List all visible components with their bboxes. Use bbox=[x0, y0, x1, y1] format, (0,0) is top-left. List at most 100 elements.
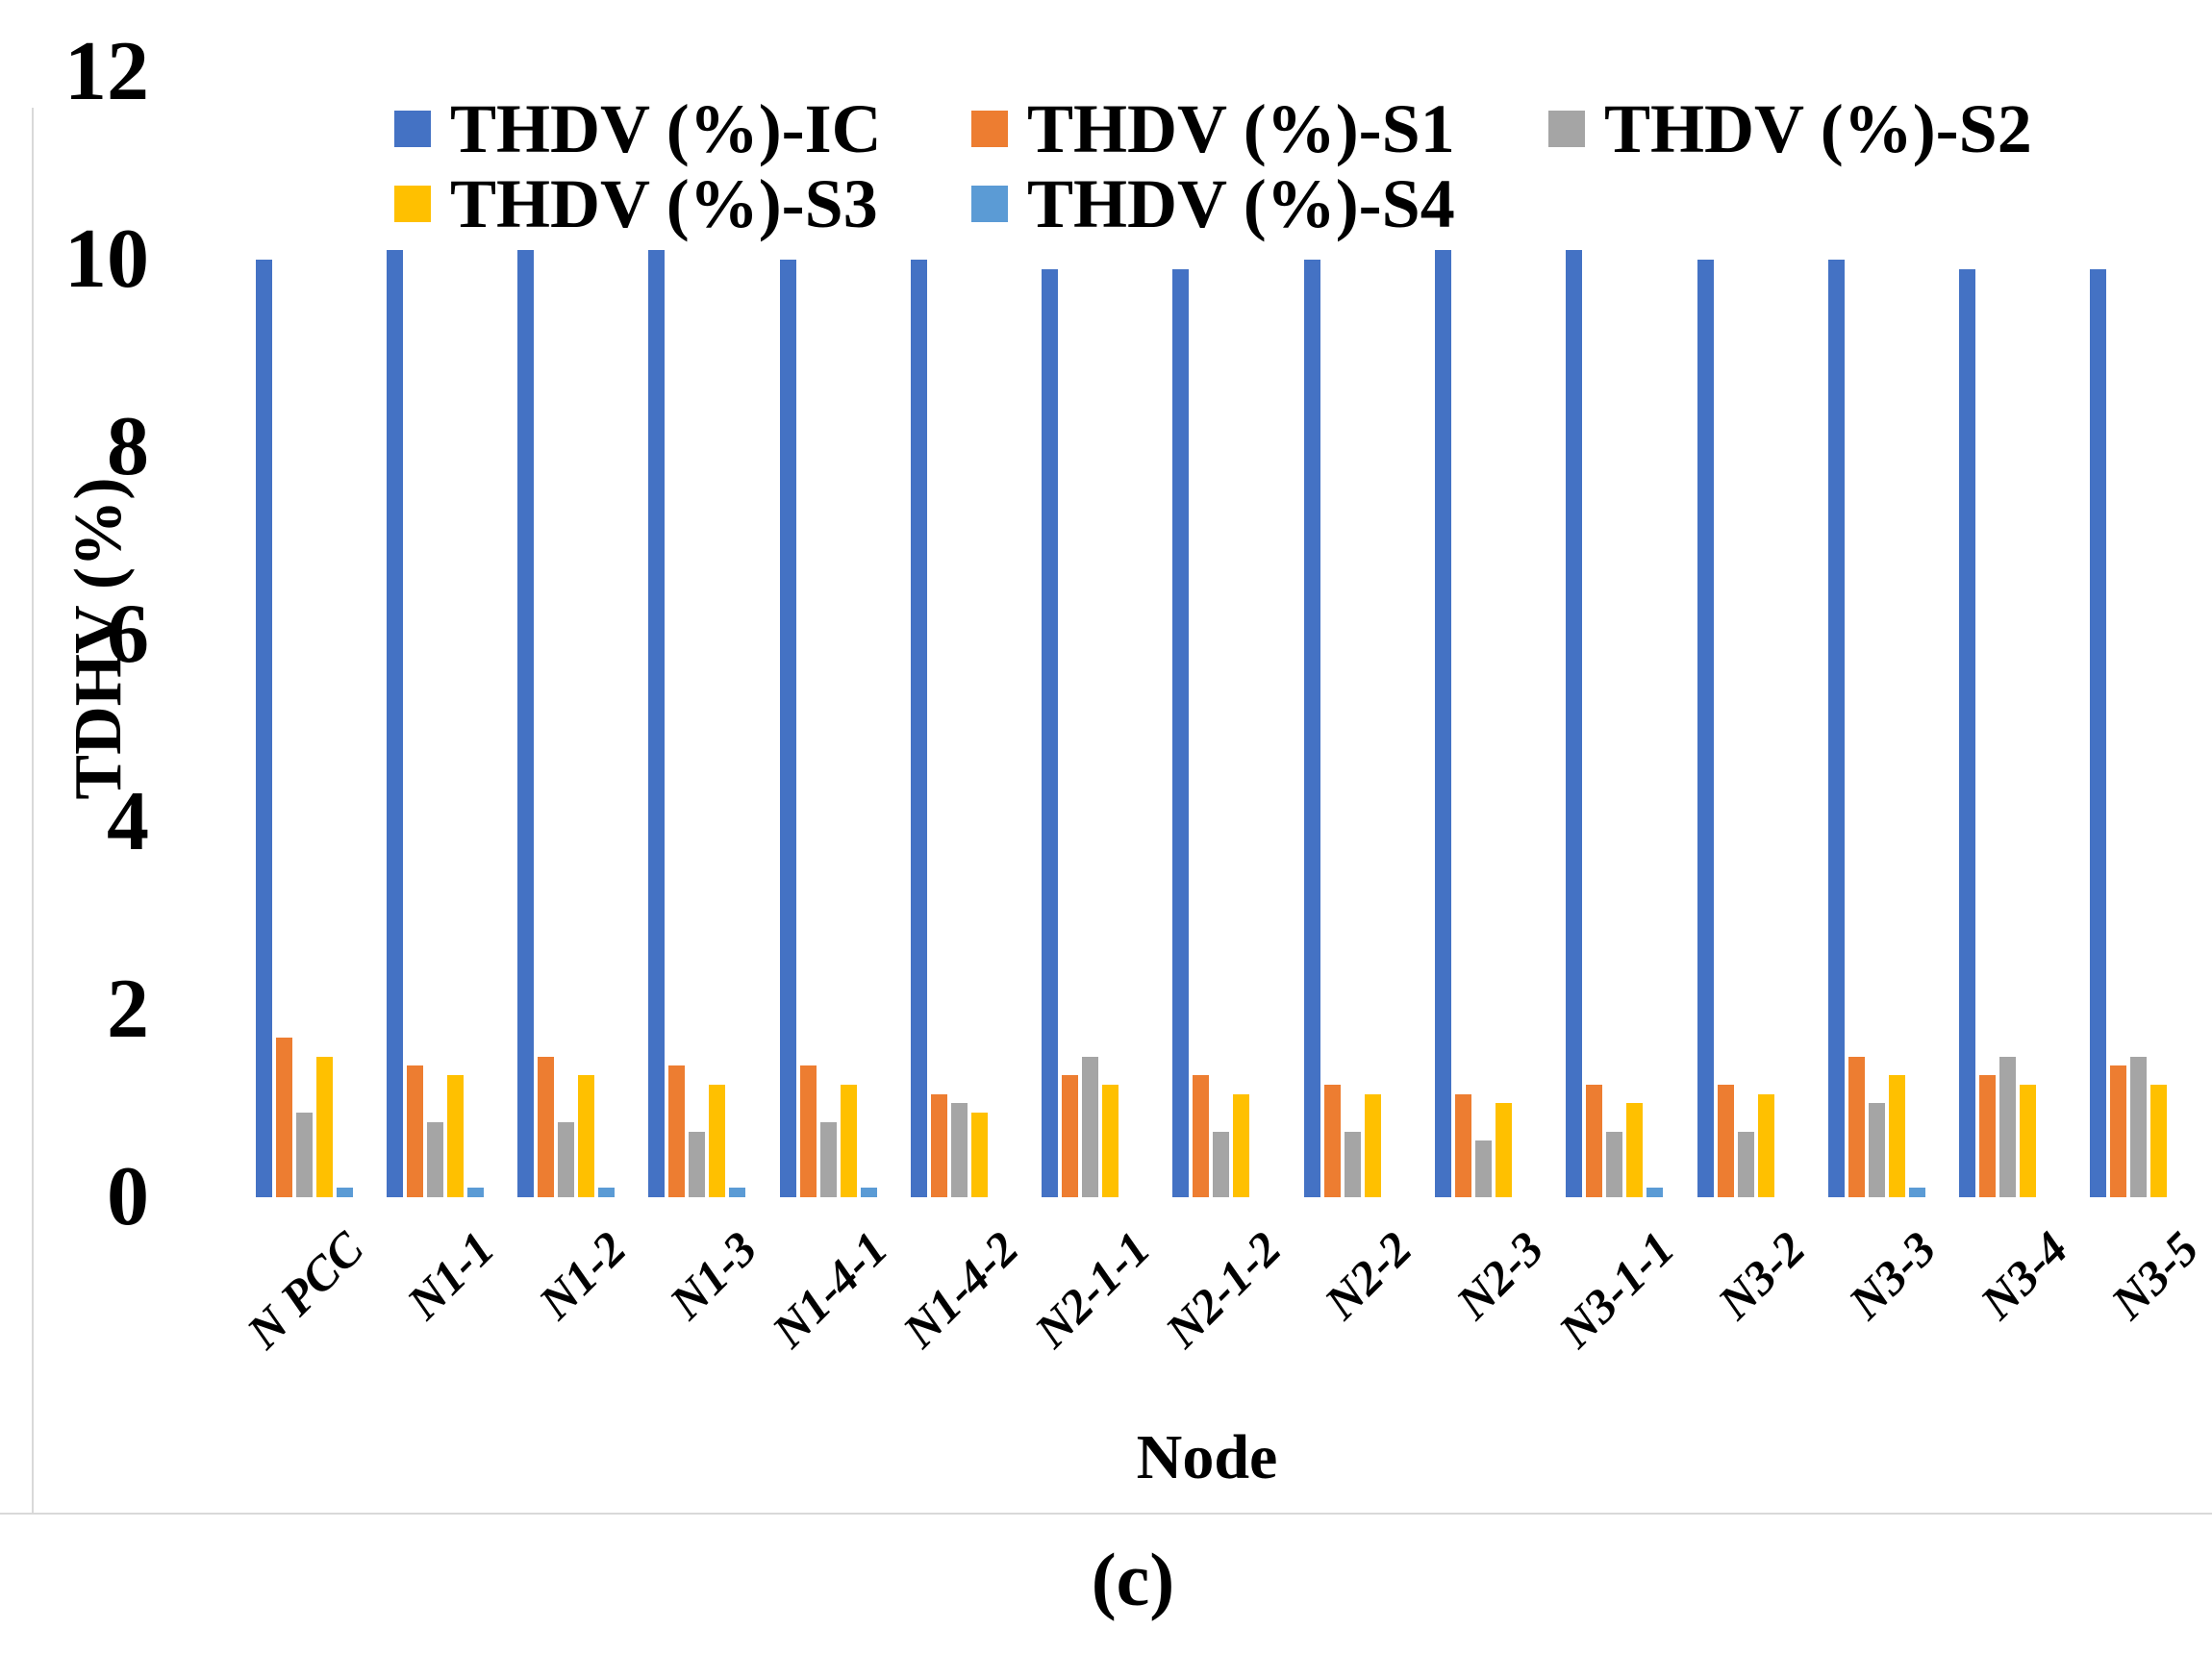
x-tick-label: N3-4 bbox=[1969, 1220, 2078, 1330]
bar-s1 bbox=[1979, 1075, 1997, 1197]
bar-ic bbox=[255, 260, 272, 1197]
bar-s2 bbox=[950, 1103, 968, 1197]
legend-swatch-icon bbox=[971, 186, 1008, 222]
plot-area bbox=[239, 72, 2204, 1197]
y-tick-label: 2 bbox=[107, 963, 149, 1056]
bar-s2 bbox=[689, 1132, 706, 1197]
bar-ic bbox=[1435, 250, 1452, 1197]
bar-ic bbox=[648, 250, 666, 1197]
bar-s3 bbox=[970, 1113, 988, 1197]
bar-ic bbox=[1827, 260, 1845, 1197]
bar-ic bbox=[1042, 269, 1059, 1197]
bar-s3 bbox=[1496, 1103, 1513, 1197]
bar-s4 bbox=[1646, 1188, 1664, 1197]
bar-group-n2-1-2 bbox=[1156, 72, 1287, 1197]
bar-s3 bbox=[840, 1085, 857, 1197]
bar-s2 bbox=[1737, 1132, 1754, 1197]
bar-ic bbox=[1303, 260, 1320, 1197]
bar-s2 bbox=[1213, 1132, 1230, 1197]
bar-group-n1-4-2 bbox=[893, 72, 1024, 1197]
bar-s3 bbox=[1102, 1085, 1119, 1197]
legend-item-s2: THDV (%)-S2 bbox=[1548, 94, 2032, 163]
bar-s1 bbox=[1455, 1094, 1472, 1197]
bar-s3 bbox=[1233, 1094, 1250, 1197]
legend-item-s4: THDV (%)-S4 bbox=[971, 169, 1455, 238]
bar-ic bbox=[1566, 250, 1583, 1197]
bar-s3 bbox=[446, 1075, 464, 1197]
bar-ic bbox=[1959, 269, 1976, 1197]
bar-group-n3-2 bbox=[1680, 72, 1811, 1197]
bar-s2 bbox=[1868, 1103, 1885, 1197]
bar-s4 bbox=[336, 1188, 353, 1197]
bar-s1 bbox=[1848, 1057, 1865, 1197]
legend-label: THDV (%)-IC bbox=[450, 90, 882, 167]
bar-s1 bbox=[1717, 1085, 1734, 1197]
x-axis-title: Node bbox=[1136, 1422, 1278, 1492]
legend-label: THDV (%)-S3 bbox=[450, 165, 878, 242]
bar-s4 bbox=[598, 1188, 616, 1197]
bar-s3 bbox=[315, 1057, 333, 1197]
bar-ic bbox=[386, 250, 403, 1197]
bar-s4 bbox=[860, 1188, 877, 1197]
bar-ic bbox=[1172, 269, 1190, 1197]
bar-s3 bbox=[578, 1075, 595, 1197]
legend-swatch-icon bbox=[971, 111, 1008, 147]
bar-s1 bbox=[538, 1057, 555, 1197]
bar-s1 bbox=[275, 1038, 292, 1197]
bar-group-n3-3 bbox=[1811, 72, 1942, 1197]
bar-group-n1-2 bbox=[501, 72, 632, 1197]
bar-s2 bbox=[1999, 1057, 2017, 1197]
page-left-rule bbox=[32, 108, 34, 1513]
figure-caption: (c) bbox=[1091, 1538, 1175, 1621]
y-tick-label: 0 bbox=[107, 1150, 149, 1243]
bar-ic bbox=[1697, 260, 1714, 1197]
bar-s1 bbox=[1062, 1075, 1079, 1197]
bar-s3 bbox=[1626, 1103, 1644, 1197]
bar-ic bbox=[910, 260, 927, 1197]
bar-s2 bbox=[295, 1113, 313, 1197]
bar-group-n2-2 bbox=[1287, 72, 1418, 1197]
legend-item-s3: THDV (%)-S3 bbox=[394, 169, 878, 238]
y-tick-label: 4 bbox=[107, 775, 149, 868]
bar-group-n1-3 bbox=[632, 72, 763, 1197]
legend-item-s1: THDV (%)-S1 bbox=[971, 94, 1455, 163]
bar-ic bbox=[517, 250, 535, 1197]
bar-s2 bbox=[1344, 1132, 1361, 1197]
y-tick-label: 8 bbox=[107, 400, 149, 493]
x-tick-label: N1-1 bbox=[396, 1220, 505, 1330]
legend-swatch-icon bbox=[394, 186, 431, 222]
x-tick-label: N1-4-1 bbox=[761, 1220, 898, 1358]
bar-s3 bbox=[2150, 1085, 2168, 1197]
caption-divider-rule bbox=[0, 1513, 2212, 1515]
bar-s1 bbox=[1586, 1085, 1603, 1197]
bar-s4 bbox=[466, 1188, 484, 1197]
legend-label: THDV (%)-S1 bbox=[1027, 90, 1455, 167]
bar-s3 bbox=[1364, 1094, 1381, 1197]
bar-s1 bbox=[799, 1065, 817, 1197]
bar-s2 bbox=[1475, 1140, 1493, 1197]
bar-s2 bbox=[1606, 1132, 1623, 1197]
legend-swatch-icon bbox=[394, 111, 431, 147]
x-tick-label: N3-3 bbox=[1838, 1220, 1947, 1330]
y-tick-label: 6 bbox=[107, 588, 149, 681]
x-tick-label: N1-2 bbox=[527, 1220, 637, 1330]
legend-label: THDV (%)-S2 bbox=[1604, 90, 2032, 167]
bar-group-n3-5 bbox=[2074, 72, 2204, 1197]
bar-s2 bbox=[558, 1122, 575, 1197]
bar-s1 bbox=[1193, 1075, 1210, 1197]
bar-s2 bbox=[1082, 1057, 1099, 1197]
bar-s1 bbox=[930, 1094, 947, 1197]
bar-group-n2-3 bbox=[1418, 72, 1548, 1197]
bar-ic bbox=[2090, 269, 2107, 1197]
bar-s2 bbox=[2130, 1057, 2148, 1197]
bar-s1 bbox=[668, 1065, 686, 1197]
y-tick-label: 10 bbox=[64, 213, 149, 306]
bar-group-n3-1-1 bbox=[1549, 72, 1680, 1197]
bar-s4 bbox=[729, 1188, 746, 1197]
bar-s3 bbox=[2020, 1085, 2037, 1197]
bar-s2 bbox=[426, 1122, 443, 1197]
legend-item-ic: THDV (%)-IC bbox=[394, 94, 882, 163]
bar-s3 bbox=[1888, 1075, 1905, 1197]
bar-group-n3-4 bbox=[1942, 72, 2073, 1197]
bar-s4 bbox=[1908, 1188, 1925, 1197]
